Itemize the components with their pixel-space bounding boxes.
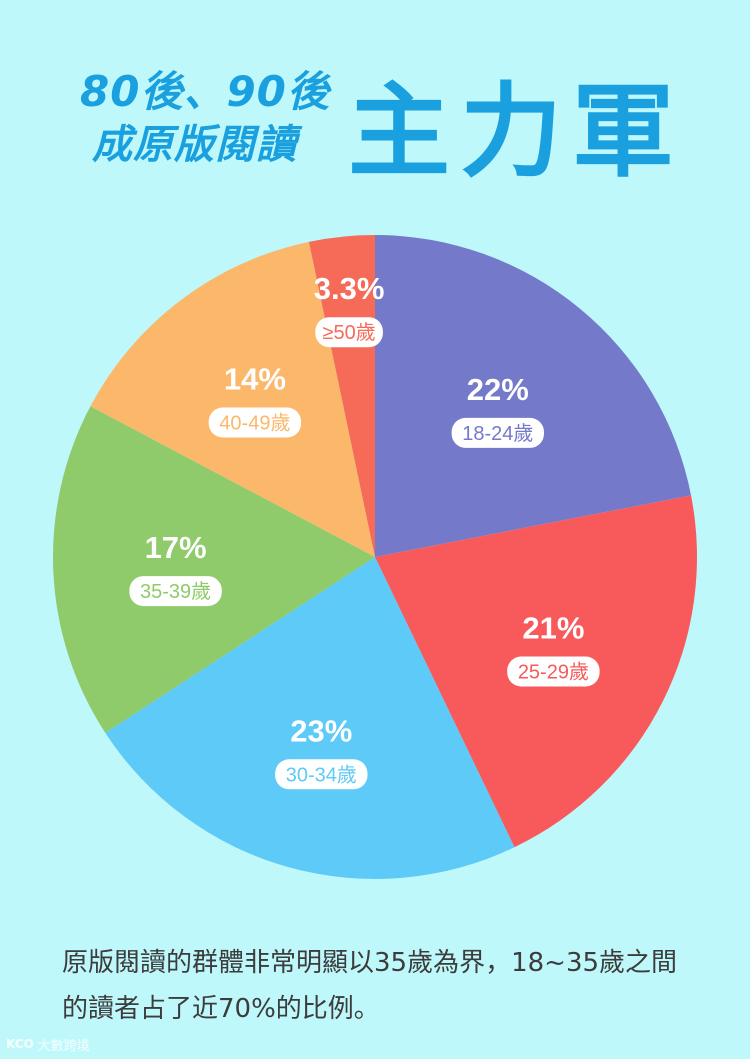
slice-category-pill bbox=[507, 656, 600, 687]
slice-category-label: 25-29歲 bbox=[518, 661, 589, 684]
caption-text: 原版閱讀的群體非常明顯以35歲為界，18~35歲之間的讀者占了近70%的比例。 bbox=[62, 948, 678, 1024]
pie-slice bbox=[105, 557, 515, 880]
watermark-text: 大數跨境 bbox=[37, 1038, 90, 1054]
slice-percent-label: 14% bbox=[224, 362, 286, 397]
slice-percent-label: 17% bbox=[145, 530, 207, 565]
pie-slice bbox=[52, 406, 376, 733]
slice-category-pill bbox=[315, 317, 383, 348]
title-line-1: 80後、90後 bbox=[80, 67, 330, 116]
pie-slice bbox=[308, 235, 375, 557]
slice-category-label: 30-34歲 bbox=[286, 763, 357, 786]
watermark: KCO 大數跨境 bbox=[6, 1033, 90, 1055]
slice-category-label: ≥50歲 bbox=[322, 321, 375, 344]
pie-slice bbox=[90, 241, 375, 558]
slice-percent-label: 21% bbox=[522, 611, 584, 646]
slice-percent-label: 3.3% bbox=[314, 271, 385, 306]
slice-percent-label: 22% bbox=[467, 372, 529, 407]
pie-slice bbox=[375, 235, 692, 557]
slice-category-label: 40-49歲 bbox=[219, 412, 290, 435]
title-block: 80後、90後 成原版閱讀 主力軍 bbox=[0, 0, 750, 200]
title-main: 主力軍 bbox=[348, 73, 684, 192]
slice-category-label: 18-24歲 bbox=[462, 422, 533, 445]
slice-category-pill bbox=[275, 759, 368, 790]
slice-category-pill bbox=[129, 576, 222, 607]
slice-percent-label: 23% bbox=[290, 713, 352, 748]
pie-chart: 22% 18-24歲 21% 25-29歲 23% 30-34歲 17% 35-39歲 14% 4… bbox=[52, 235, 697, 880]
title-line-2: 成原版閱讀 bbox=[92, 122, 297, 168]
slice-category-label: 35-39歲 bbox=[140, 580, 211, 603]
watermark-logo: KCO bbox=[6, 1037, 34, 1051]
slice-category-pill bbox=[451, 417, 544, 448]
slice-category-pill bbox=[208, 407, 302, 438]
